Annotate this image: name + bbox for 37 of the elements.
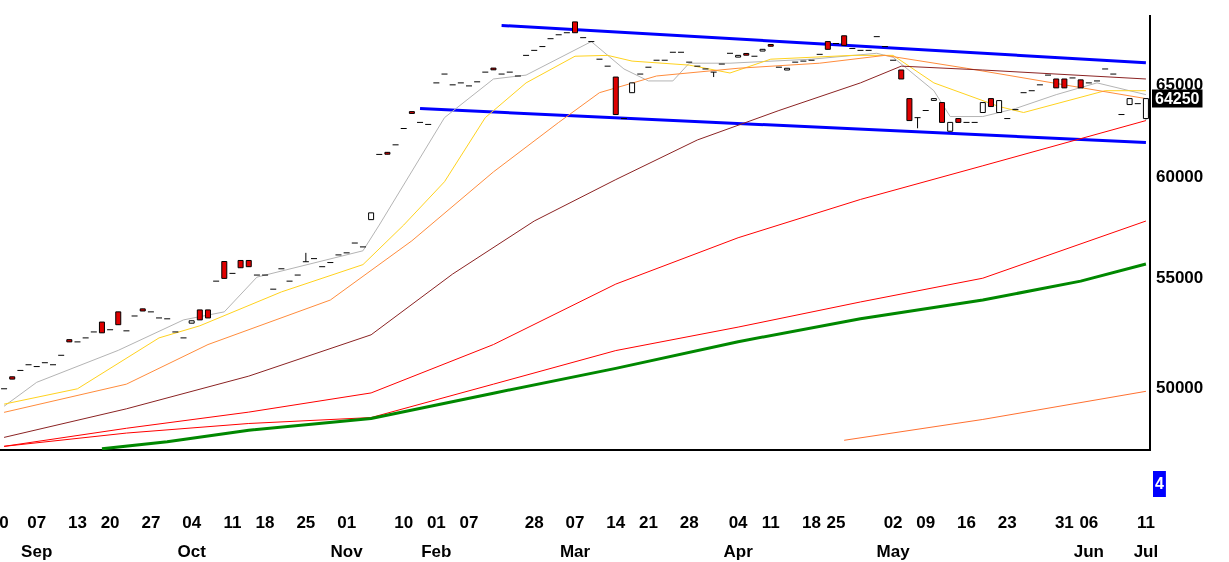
x-tick-label: 04 Apr <box>723 512 754 562</box>
y-tick-label: 55000 <box>1156 267 1204 287</box>
x-tick-label: 20 <box>100 512 120 532</box>
x-tick-label: 0 <box>0 512 9 532</box>
candlestick <box>914 117 921 129</box>
x-tick-label: 11 Jul <box>1133 512 1159 562</box>
x-tick-label: 07 <box>459 512 479 532</box>
candlestick <box>939 102 946 123</box>
x-tick-label: 11 <box>761 512 780 532</box>
x-tick-label: 25 <box>296 512 316 532</box>
y-tick-label: 60000 <box>1156 167 1204 187</box>
x-tick-label: 10 <box>394 512 414 532</box>
x-tick-label: 02 May <box>876 512 911 562</box>
x-tick-label: 01 Feb <box>421 512 452 562</box>
x-tick-label: 04 Oct <box>177 512 207 562</box>
text: 64250 <box>1155 90 1200 108</box>
y-tick-label: 50000 <box>1156 377 1204 397</box>
text: 4 <box>1155 475 1164 493</box>
x-tick-label: 31 <box>1054 512 1074 532</box>
x-tick-label: 18 <box>255 512 275 532</box>
x-tick-label: 28 <box>524 512 544 532</box>
x-tick-label: 11 <box>223 512 242 532</box>
candlestick <box>302 252 309 263</box>
x-tick-label: 13 <box>68 512 87 532</box>
x-tick-label: 18 <box>802 512 821 532</box>
x-tick-label: 16 <box>957 512 976 532</box>
x-tick-label: 07 Sep <box>21 512 53 562</box>
x-tick-label: 14 <box>606 512 626 532</box>
x-tick-label: 25 <box>826 512 846 532</box>
x-tick-label: 21 <box>638 512 658 532</box>
x-tick-label: 28 <box>679 512 699 532</box>
x-tick-label: 01 Nov <box>330 512 364 562</box>
x-tick-label: 09 <box>916 512 936 532</box>
x-tick-label: 23 <box>997 512 1017 532</box>
x-tick-label: 06 Jun <box>1073 512 1104 562</box>
x-tick-label: 07 Mar <box>559 512 591 562</box>
x-tick-label: 27 <box>141 512 161 532</box>
